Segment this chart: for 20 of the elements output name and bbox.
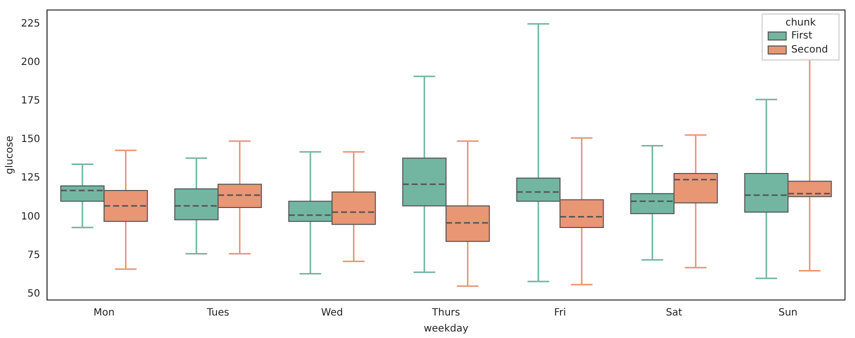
y-axis-title: glucose — [4, 136, 16, 174]
x-tick-label: Sat — [666, 308, 682, 319]
x-tick-label: Tues — [206, 308, 230, 319]
x-tick-label: Mon — [94, 308, 115, 319]
y-tick-label: 150 — [20, 134, 40, 146]
y-tick-label: 225 — [20, 18, 40, 30]
y-tick-label: 200 — [20, 57, 40, 68]
y-tick-label: 75 — [27, 250, 40, 261]
x-tick-label: Wed — [321, 308, 343, 319]
legend-title: chunk — [785, 18, 816, 29]
y-tick-label: 100 — [20, 211, 40, 222]
y-tick-label: 175 — [20, 96, 40, 107]
x-tick-label: Fri — [554, 308, 566, 319]
y-tick-label: 50 — [27, 288, 40, 300]
x-axis-title: weekday — [424, 324, 468, 335]
legend-label: First — [791, 30, 812, 42]
legend-label: Second — [791, 44, 828, 56]
y-tick-label: 125 — [20, 172, 40, 184]
x-tick-label: Sun — [778, 308, 798, 319]
x-tick-label: Thurs — [430, 308, 460, 319]
